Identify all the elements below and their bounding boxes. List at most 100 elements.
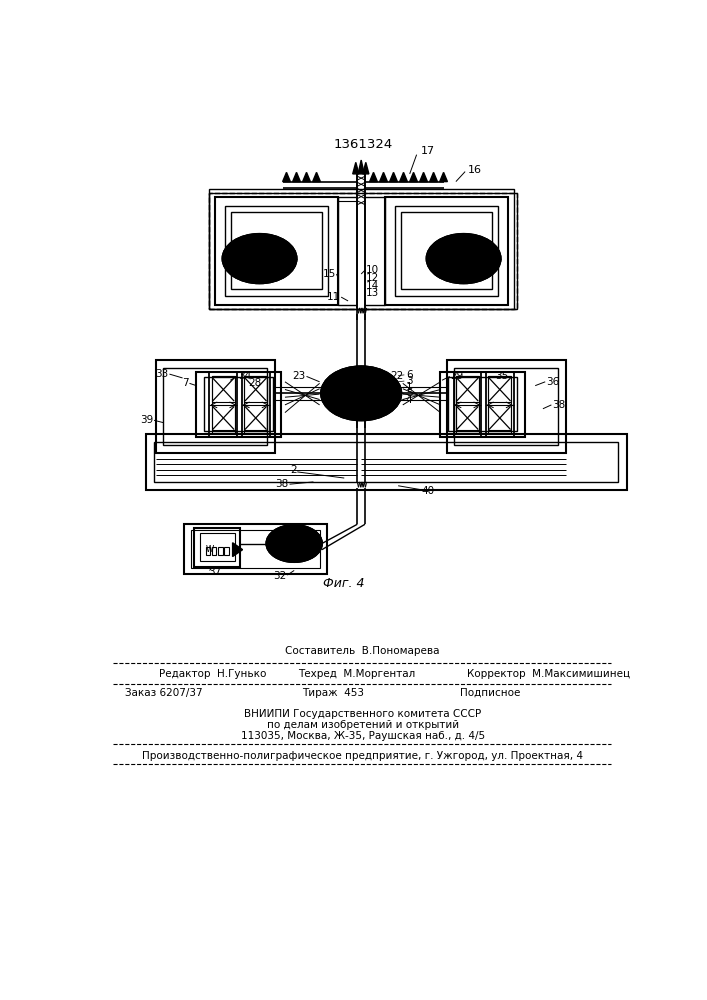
Text: 35: 35 xyxy=(495,371,508,381)
Bar xyxy=(184,524,327,574)
Polygon shape xyxy=(312,172,320,182)
Bar xyxy=(191,530,320,568)
Polygon shape xyxy=(440,172,448,182)
Ellipse shape xyxy=(223,234,296,283)
Text: 29: 29 xyxy=(450,371,464,381)
Bar xyxy=(218,547,223,555)
Text: Подписное: Подписное xyxy=(460,688,520,698)
Polygon shape xyxy=(426,234,464,283)
Bar xyxy=(212,376,235,402)
Text: 10: 10 xyxy=(366,265,379,275)
Bar xyxy=(209,193,518,309)
Bar xyxy=(440,372,525,437)
Text: 33: 33 xyxy=(156,369,169,379)
Bar xyxy=(212,405,235,430)
Text: Редактор  Н.Гунько: Редактор Н.Гунько xyxy=(160,669,267,679)
Bar xyxy=(206,547,210,555)
Text: Заказ 6207/37: Заказ 6207/37 xyxy=(125,688,202,698)
Polygon shape xyxy=(233,543,243,557)
Text: Тираж  453: Тираж 453 xyxy=(302,688,364,698)
Bar xyxy=(200,533,235,561)
Bar xyxy=(146,434,627,490)
Bar xyxy=(212,376,235,433)
Bar xyxy=(486,372,514,437)
Bar xyxy=(163,368,267,445)
Polygon shape xyxy=(358,160,364,174)
Text: ВНИИПИ Государственного комитета СССР: ВНИИПИ Государственного комитета СССР xyxy=(244,709,481,719)
Text: 6: 6 xyxy=(406,370,412,380)
Polygon shape xyxy=(370,172,378,182)
Bar xyxy=(212,547,216,555)
Text: Производственно-полиграфическое предприятие, г. Ужгород, ул. Проектная, 4: Производственно-полиграфическое предприя… xyxy=(142,751,583,761)
Bar xyxy=(209,193,518,309)
Bar xyxy=(197,372,281,437)
Ellipse shape xyxy=(321,366,402,420)
Bar xyxy=(156,360,275,453)
Text: по делам изобретений и открытий: по делам изобретений и открытий xyxy=(267,720,459,730)
Text: 32: 32 xyxy=(273,571,286,581)
Polygon shape xyxy=(409,172,417,182)
Ellipse shape xyxy=(426,234,501,283)
Text: 3: 3 xyxy=(406,376,412,386)
Polygon shape xyxy=(363,162,369,174)
Bar xyxy=(244,376,267,402)
Text: 23: 23 xyxy=(293,371,305,381)
Text: Составитель  В.Пономарева: Составитель В.Пономарева xyxy=(286,646,440,656)
Polygon shape xyxy=(399,172,407,182)
Bar xyxy=(456,405,479,430)
Text: 1361324: 1361324 xyxy=(333,138,392,151)
Polygon shape xyxy=(303,172,310,182)
Bar xyxy=(455,368,559,445)
Polygon shape xyxy=(353,162,359,174)
Polygon shape xyxy=(267,525,294,562)
Bar xyxy=(489,376,511,402)
Text: 34: 34 xyxy=(238,371,251,381)
Bar xyxy=(489,376,511,433)
Text: 5: 5 xyxy=(406,388,412,398)
Text: Корректор  М.Максимишинец: Корректор М.Максимишинец xyxy=(467,669,631,679)
Text: 1: 1 xyxy=(406,382,412,392)
Bar xyxy=(154,442,619,482)
Text: Техред  М.Моргентал: Техред М.Моргентал xyxy=(298,669,415,679)
Text: 16: 16 xyxy=(467,165,481,175)
Bar xyxy=(204,377,274,431)
Text: 13: 13 xyxy=(366,288,379,298)
Text: 40: 40 xyxy=(421,486,434,496)
Polygon shape xyxy=(294,525,322,562)
Polygon shape xyxy=(390,172,397,182)
Bar xyxy=(209,372,238,437)
Text: 15: 15 xyxy=(322,269,336,279)
Bar xyxy=(225,206,328,296)
Text: 11: 11 xyxy=(327,292,340,302)
Text: 4: 4 xyxy=(406,395,412,405)
Bar xyxy=(385,197,508,305)
Bar xyxy=(244,376,267,433)
Polygon shape xyxy=(293,172,300,182)
Bar xyxy=(215,197,338,305)
Text: 36: 36 xyxy=(546,377,559,387)
Bar xyxy=(244,405,267,430)
Text: W: W xyxy=(206,545,214,554)
Bar xyxy=(402,212,492,289)
Bar xyxy=(454,372,481,437)
Text: 2: 2 xyxy=(290,465,296,475)
Text: 14: 14 xyxy=(366,281,379,291)
Polygon shape xyxy=(361,366,401,420)
Bar xyxy=(447,360,566,453)
Polygon shape xyxy=(380,172,387,182)
Bar xyxy=(448,377,518,431)
Bar xyxy=(242,372,269,437)
Bar xyxy=(224,547,229,555)
Polygon shape xyxy=(259,234,296,283)
Polygon shape xyxy=(430,172,438,182)
Text: 38: 38 xyxy=(276,479,288,489)
Bar xyxy=(489,405,511,430)
Text: 113035, Москва, Ж-35, Раушская наб., д. 4/5: 113035, Москва, Ж-35, Раушская наб., д. … xyxy=(240,731,485,741)
Bar xyxy=(395,206,498,296)
Text: 7: 7 xyxy=(182,378,189,388)
Ellipse shape xyxy=(267,525,322,562)
Text: Фиг. 4: Фиг. 4 xyxy=(324,577,365,590)
Bar xyxy=(456,376,479,402)
Text: 28: 28 xyxy=(248,378,262,388)
Polygon shape xyxy=(283,172,291,182)
